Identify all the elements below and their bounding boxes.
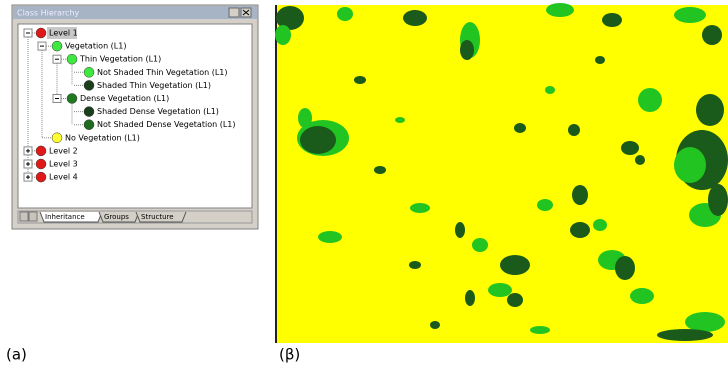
vegetation-patch (500, 255, 530, 275)
vegetation-patch (546, 3, 574, 17)
window-title: Class Hierarchy (17, 9, 80, 18)
class-icon (52, 133, 62, 143)
vegetation-patch (708, 184, 728, 216)
figure: Class Hierarchy Level 1 Vegetation (L1) Th… (0, 0, 728, 368)
vegetation-patch (460, 40, 474, 60)
vegetation-patch (657, 329, 713, 341)
vegetation-patch (537, 199, 553, 211)
vegetation-patch (514, 123, 526, 133)
caption: (a) (6, 346, 27, 364)
tab-label[interactable]: Groups (104, 213, 129, 221)
class-icon (36, 28, 46, 38)
vegetation-patch (374, 166, 386, 174)
vegetation-patch (403, 10, 427, 26)
tree-node-label[interactable]: No Vegetation (L1) (65, 133, 140, 142)
vegetation-patch (630, 288, 654, 304)
tree-node-label[interactable]: Not Shaded Thin Vegetation (L1) (97, 68, 228, 77)
vegetation-patch (465, 290, 475, 306)
tree-node-label[interactable]: Level 2 (49, 146, 78, 155)
class-icon (84, 120, 94, 130)
vegetation-patch (621, 141, 639, 155)
class-icon (84, 107, 94, 117)
vegetation-patch (572, 185, 588, 205)
vegetation-patch (455, 222, 465, 238)
class-icon (67, 94, 77, 104)
vegetation-patch (275, 25, 291, 45)
class-icon (67, 54, 77, 64)
class-icon (36, 146, 46, 156)
vegetation-patch (430, 321, 440, 329)
tree-node-label[interactable]: Level 1 (49, 29, 78, 38)
vegetation-patch (545, 86, 555, 94)
vegetation-patch (615, 256, 635, 280)
tab-label[interactable]: Structure (141, 213, 174, 221)
tree-node-label[interactable]: Not Shaded Dense Vegetation (L1) (97, 120, 235, 129)
dock-button[interactable] (229, 8, 239, 17)
vegetation-patch (300, 126, 336, 154)
class-icon (84, 80, 94, 90)
class-icon (84, 67, 94, 77)
vegetation-patch (570, 222, 590, 238)
vegetation-patch (635, 155, 645, 165)
vegetation-patch (674, 7, 706, 23)
vegetation-patch (602, 13, 622, 27)
tree-node-label[interactable]: Level 3 (49, 160, 78, 169)
classification-map (275, 3, 728, 343)
class-icon (52, 41, 62, 51)
vegetation-patch (593, 219, 607, 231)
vegetation-patch (472, 238, 488, 252)
vegetation-patch (318, 231, 342, 243)
vegetation-patch (409, 261, 421, 269)
vegetation-patch (638, 88, 662, 112)
tree-node-label[interactable]: Vegetation (L1) (65, 42, 126, 51)
tree-node-label[interactable]: Shaded Dense Vegetation (L1) (97, 107, 219, 116)
vegetation-patch (488, 283, 512, 297)
vegetation-patch (410, 203, 430, 213)
vegetation-patch (507, 293, 523, 307)
tab-scroll-right[interactable] (29, 212, 37, 221)
vegetation-patch (568, 124, 580, 136)
vegetation-patch (696, 94, 724, 126)
tree-node-label[interactable]: Shaded Thin Vegetation (L1) (97, 81, 211, 90)
tabs: Inheritance Groups Structure (40, 212, 186, 222)
vegetation-patch (354, 76, 366, 84)
map-border (275, 5, 277, 343)
vegetation-patch (595, 56, 605, 64)
tree-node-label[interactable]: Dense Vegetation (L1) (80, 94, 169, 103)
vegetation-patch (298, 108, 312, 128)
class-icon (36, 159, 46, 169)
vegetation-patch (395, 117, 405, 123)
tree-node-label[interactable]: Level 4 (49, 173, 78, 182)
class-icon (36, 172, 46, 182)
tree-node-label[interactable]: Thin Vegetation (L1) (79, 55, 161, 64)
vegetation-patch (685, 312, 725, 332)
vegetation-patch (530, 326, 550, 334)
vegetation-patch (702, 25, 722, 45)
vegetation-patch (674, 147, 706, 183)
caption: (β) (279, 346, 300, 364)
vegetation-patch (337, 7, 353, 21)
tab-scroll-left[interactable] (20, 212, 28, 221)
tab-label[interactable]: Inheritance (45, 213, 85, 221)
